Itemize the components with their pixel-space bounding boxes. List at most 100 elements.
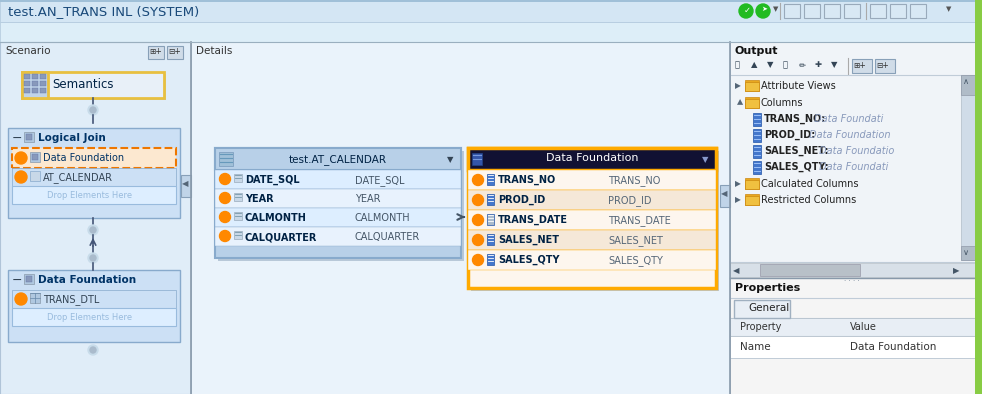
Bar	[12, 148, 176, 168]
Text: ∨: ∨	[963, 248, 969, 257]
Bar	[215, 148, 461, 170]
Text: Semantics: Semantics	[52, 78, 114, 91]
Text: ⊞+: ⊞+	[149, 47, 162, 56]
Text: Property: Property	[740, 322, 782, 332]
Circle shape	[88, 253, 98, 263]
Bar	[487, 234, 494, 245]
Bar	[24, 274, 34, 284]
Bar	[468, 250, 716, 270]
Bar	[148, 46, 164, 59]
Bar	[745, 82, 759, 91]
Text: ◀: ◀	[182, 179, 189, 188]
Text: Data Foundatio: Data Foundatio	[816, 146, 895, 156]
Text: ⊟+: ⊟+	[168, 47, 181, 56]
Circle shape	[472, 234, 483, 245]
Text: TRANS_DATE: TRANS_DATE	[608, 215, 671, 226]
Circle shape	[90, 227, 96, 233]
Bar	[730, 318, 975, 336]
Bar	[215, 208, 461, 227]
Bar	[784, 4, 800, 18]
Bar	[730, 336, 975, 358]
Text: TRANS_NO: TRANS_NO	[498, 175, 556, 185]
Text: −: −	[12, 132, 23, 145]
Circle shape	[220, 230, 231, 242]
Text: DATE_SQL: DATE_SQL	[355, 175, 405, 186]
Text: ▼: ▼	[946, 6, 952, 12]
Circle shape	[15, 171, 27, 183]
Text: PROD_ID: PROD_ID	[498, 195, 545, 205]
Circle shape	[220, 173, 231, 184]
Bar	[30, 293, 40, 303]
Text: Drop Elements Here: Drop Elements Here	[47, 313, 133, 322]
Text: test.AT_CALENDAR: test.AT_CALENDAR	[289, 154, 387, 165]
Bar	[30, 152, 40, 162]
Bar	[181, 175, 191, 197]
Bar	[975, 0, 982, 394]
Bar	[40, 74, 46, 79]
Bar	[215, 170, 461, 189]
Text: test.AN_TRANS INL (SYSTEM): test.AN_TRANS INL (SYSTEM)	[8, 5, 199, 18]
Bar	[720, 185, 730, 207]
Bar	[234, 212, 242, 220]
Bar	[975, 0, 982, 394]
Text: Output: Output	[735, 46, 779, 56]
Text: ▶: ▶	[735, 195, 740, 204]
Bar	[468, 190, 716, 210]
Circle shape	[15, 152, 27, 164]
Text: Details: Details	[196, 46, 233, 56]
Bar	[468, 148, 716, 170]
Bar	[753, 161, 761, 174]
Bar	[12, 290, 176, 308]
Bar	[24, 132, 34, 142]
Bar	[167, 46, 183, 59]
Text: Data Foundation: Data Foundation	[546, 153, 638, 163]
Bar	[730, 263, 975, 277]
Circle shape	[88, 105, 98, 115]
Bar	[8, 128, 180, 218]
Text: Drop Elements Here: Drop Elements Here	[47, 191, 133, 200]
Text: YEAR: YEAR	[355, 194, 380, 204]
Circle shape	[88, 345, 98, 355]
Text: CALQUARTER: CALQUARTER	[355, 232, 420, 242]
Circle shape	[739, 4, 753, 18]
Bar	[730, 278, 975, 394]
Text: ▼: ▼	[831, 60, 838, 69]
Text: Attribute Views: Attribute Views	[761, 81, 836, 91]
Text: CALMONTH: CALMONTH	[355, 213, 410, 223]
Bar	[824, 4, 840, 18]
Circle shape	[88, 225, 98, 235]
Bar	[30, 171, 40, 181]
Bar	[32, 74, 38, 79]
Bar	[234, 231, 242, 239]
Text: Data Foundation: Data Foundation	[43, 153, 124, 163]
Text: ▼: ▼	[702, 155, 708, 164]
Bar	[961, 75, 975, 95]
Bar	[753, 113, 761, 126]
Text: ▼: ▼	[447, 155, 454, 164]
Bar	[32, 154, 38, 160]
Bar	[40, 88, 46, 93]
Bar	[22, 72, 164, 98]
Bar	[0, 22, 975, 42]
Bar	[734, 300, 790, 318]
Bar	[471, 151, 719, 291]
Text: Logical Join: Logical Join	[38, 133, 106, 143]
Bar	[487, 254, 494, 265]
Text: TRANS_DATE: TRANS_DATE	[498, 215, 568, 225]
Bar	[961, 75, 975, 260]
Text: SALES_NET: SALES_NET	[608, 235, 663, 246]
Bar	[753, 129, 761, 142]
Bar	[215, 227, 461, 246]
Bar	[219, 152, 233, 166]
Bar	[487, 194, 494, 205]
Circle shape	[756, 4, 770, 18]
Circle shape	[472, 214, 483, 225]
Text: ∧: ∧	[963, 77, 969, 86]
Bar	[0, 42, 191, 394]
Bar	[26, 276, 32, 282]
Circle shape	[220, 212, 231, 223]
Bar	[12, 186, 176, 204]
Bar	[32, 81, 38, 86]
Text: TRANS_NO:: TRANS_NO:	[764, 114, 826, 124]
Text: TRANS_DTL: TRANS_DTL	[43, 294, 99, 305]
